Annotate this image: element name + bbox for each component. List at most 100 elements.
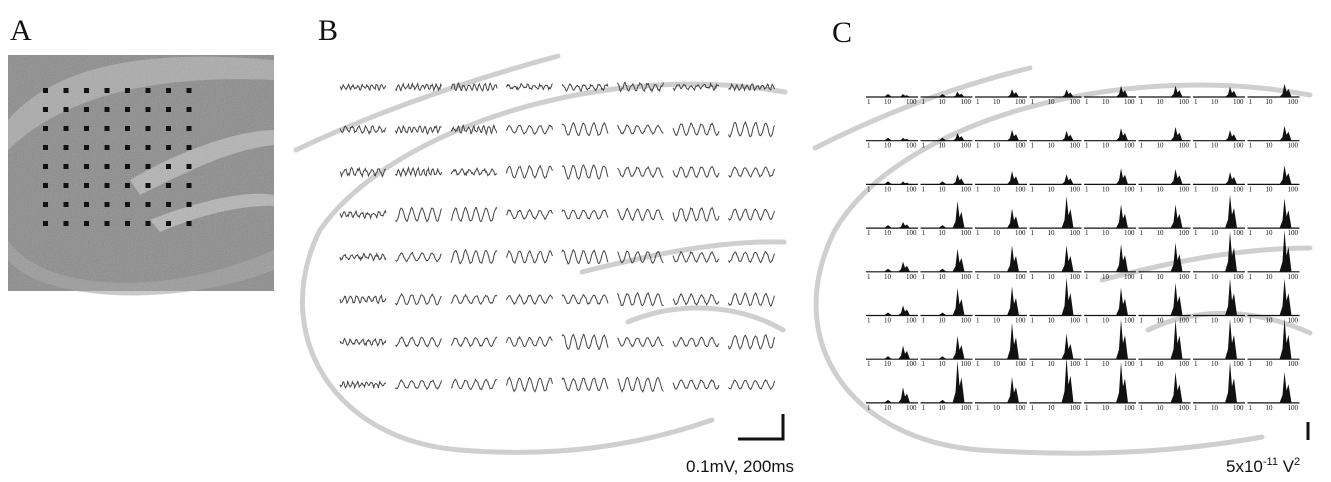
spectrum-tick: 10 [1211,404,1219,412]
outline-curve [1145,310,1313,336]
spectrum-tick: 10 [884,229,892,237]
electrode [104,126,110,131]
spectrum-tick: 1 [1249,273,1253,281]
spectrum-peak [1225,278,1237,316]
trace [339,337,387,347]
spectrum-tick: 1 [1031,360,1035,368]
spectrum-peak [884,399,892,403]
trace [395,81,442,93]
electrode [186,107,192,112]
spectrum-tick: 100 [1233,317,1244,325]
spectrum-tick: 1 [922,98,926,106]
spectrum-peak [898,261,910,272]
spectrum-tick: 10 [884,273,892,281]
electrode [84,164,89,169]
spectrum-tick: 10 [1211,185,1219,193]
spectrum: 1 10 100 [866,387,918,412]
spectrum-tick: 100 [1179,317,1190,325]
trace [506,293,553,306]
spectrum-tick: 10 [884,360,892,368]
spectrum: 1 10 100 [1029,196,1082,237]
spectrum-tick: 1 [1031,229,1035,237]
spectrum-tick: 1 [1085,229,1089,237]
electrode-grid [43,88,192,226]
spectrum-tick: 1 [922,273,926,281]
outline [293,53,1313,456]
spectrum-tick: 1 [1194,317,1198,325]
electrode [145,145,151,150]
spectrum: 1 10 100 [1247,230,1300,281]
trace [450,123,498,136]
electrode [125,202,130,207]
spectrum: 1 10 100 [975,89,1027,106]
spectrum-peak [1061,89,1074,97]
trace [395,206,442,223]
outline-curve [813,82,1313,456]
electrode [104,88,110,93]
spectrum-peak [1279,230,1292,272]
spectrum-tick: 1 [1194,229,1198,237]
electrode [84,88,89,93]
electrode [84,126,89,131]
spectrum-tick: 1 [867,142,871,150]
spectrum-peak [898,94,910,97]
electrode [63,126,69,131]
spectrum-tick: 100 [961,185,972,193]
trace [672,81,720,92]
trace [450,166,497,177]
trace [506,249,553,265]
scale-unit: V [1278,457,1295,476]
spectrum: 1 10 100 [866,345,918,368]
trace [561,83,609,92]
electrode [84,107,89,112]
trace [617,376,664,393]
spectrum-tick: 1 [976,229,980,237]
spectrum-tick: 100 [906,404,917,412]
electrode [145,221,151,226]
slice-image [8,55,274,296]
electrode [104,202,110,207]
scale-exponent: -11 [1263,456,1278,468]
trace [561,209,609,220]
spectrum-peak [1116,204,1128,229]
spectrum-peak [884,356,892,360]
spectrum-peak [938,225,947,229]
trace [395,379,442,391]
spectrum-peak [898,387,910,403]
spectrum-tick: 100 [906,317,917,325]
spectrum-tick: 10 [1266,142,1274,150]
spectrum-tick: 100 [906,98,917,106]
spectrum-tick: 1 [1085,360,1089,368]
spectrum-tick: 1 [1031,98,1035,106]
spectrum-peak [1225,86,1237,97]
spectrum-tick: 100 [1070,142,1081,150]
scale-label: 5x10-11 V2 [1226,456,1300,476]
spectrum-tick: 100 [1070,404,1081,412]
spectrum: 1 10 100 [1138,126,1191,150]
spectrum-tick: 10 [1048,185,1056,193]
trace [339,209,387,220]
spectrum: 1 10 100 [1193,361,1245,412]
spectrum-tick: 10 [884,317,892,325]
outline-curve [812,65,1033,151]
spectrum: 1 10 100 [920,360,973,412]
spectrum-tick: 100 [1124,360,1135,368]
spectrum: 1 10 100 [866,222,918,237]
spectrum-tick: 1 [1249,229,1253,237]
outline-curve [293,53,561,153]
spectrum-tick: 1 [1085,404,1089,412]
trace [728,379,775,391]
spectrum-tick: 1 [922,142,926,150]
spectrum-peak [1116,85,1128,97]
trace [672,250,720,263]
spectrum-tick: 100 [961,229,972,237]
electrode [186,183,192,188]
spectrum-tick: 10 [1266,229,1274,237]
spectrum-tick: 100 [1288,360,1299,368]
spectrum-tick: 10 [1048,404,1056,412]
trace [728,166,775,178]
spectrum-tick: 10 [1157,98,1165,106]
electrode [84,183,89,188]
panel-label: B [318,14,338,47]
